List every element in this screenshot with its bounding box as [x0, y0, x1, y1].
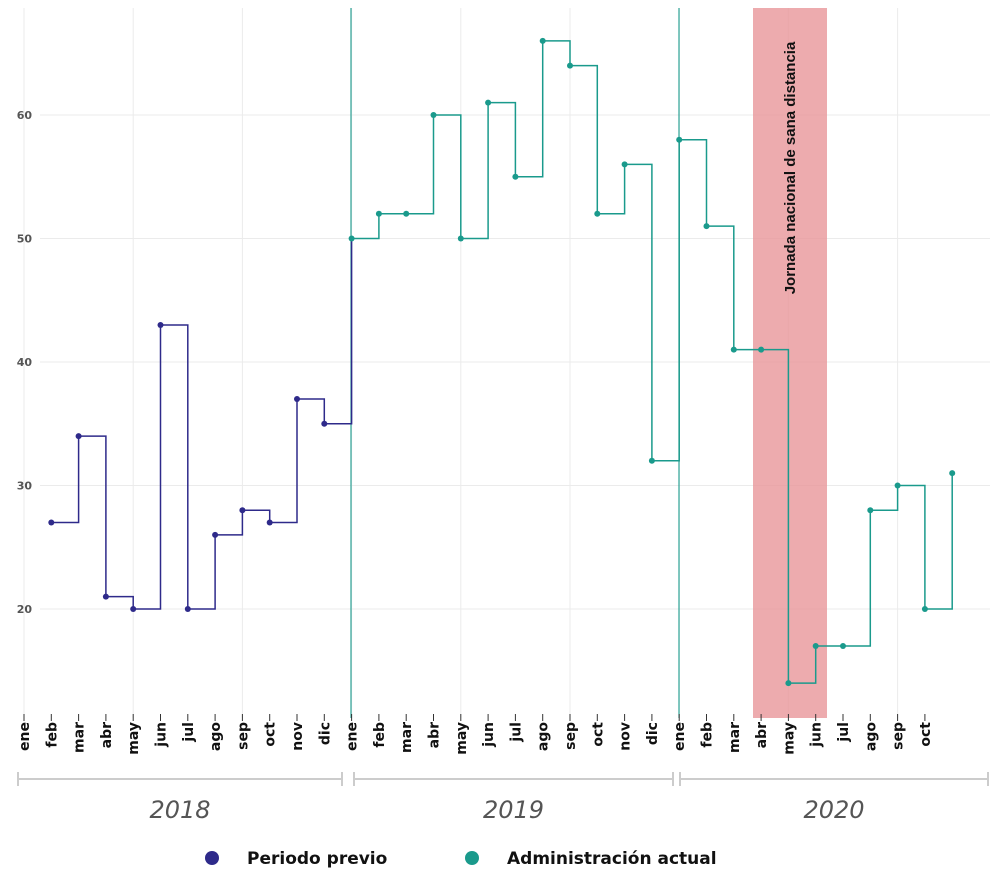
y-tick-label: 60: [17, 109, 33, 122]
data-point: [266, 519, 273, 526]
y-axis: 20 30 40 50 60: [17, 109, 33, 616]
data-point: [485, 99, 492, 106]
data-point: [758, 346, 765, 353]
x-tick-label: ago: [208, 722, 224, 751]
data-point: [294, 396, 300, 403]
series: [48, 37, 956, 687]
legend-label: Periodo previo: [247, 849, 387, 869]
data-point: [812, 643, 819, 650]
data-point: [594, 210, 601, 217]
x-tick-label: ene: [672, 722, 688, 751]
y-tick-label: 30: [17, 480, 33, 493]
x-tick-label: nov: [618, 722, 634, 751]
x-tick-label: ene: [17, 722, 33, 751]
year-label: 2020: [803, 796, 864, 824]
x-tick-label: mar: [399, 722, 415, 753]
data-point: [567, 62, 573, 69]
data-point: [321, 420, 328, 427]
x-tick-label: may: [126, 722, 142, 755]
year-label: 2019: [483, 796, 544, 824]
data-point: [130, 606, 137, 612]
x-tick-label: jun: [154, 722, 170, 748]
year-label: 2018: [149, 796, 210, 824]
legend-swatch: [205, 851, 219, 865]
data-point: [785, 680, 792, 687]
x-tick-label: ago: [536, 722, 552, 751]
y-tick-label: 20: [17, 603, 33, 616]
x-tick-label: oct: [918, 722, 934, 747]
x-tick-label: jul: [508, 722, 524, 743]
x-axis: ene feb mar abr may jun jul ago sep oct nov dic ene f…: [17, 714, 934, 755]
data-point: [157, 321, 164, 328]
data-point: [239, 507, 246, 514]
x-tick-label: feb: [44, 722, 60, 748]
x-tick-label: dic: [645, 722, 661, 745]
x-tick-label: jun: [809, 722, 825, 748]
x-tick-label: oct: [590, 722, 606, 747]
x-tick-label: dic: [317, 722, 333, 745]
data-point: [648, 457, 655, 464]
x-tick-label: jul: [836, 722, 852, 743]
year-brackets: 2018 2019 2020: [17, 772, 989, 824]
x-tick-label: sep: [235, 722, 251, 750]
legend: Periodo previo Administración actual: [205, 849, 717, 869]
y-tick-label: 50: [17, 233, 33, 246]
x-tick-label: ago: [863, 722, 879, 751]
shaded-band-label: Jornada nacional de sana distancia: [782, 41, 799, 294]
series-line: [51, 238, 353, 610]
data-point: [348, 235, 355, 242]
data-point: [75, 433, 82, 440]
data-point: [703, 223, 710, 230]
data-point: [375, 210, 382, 217]
data-point: [676, 136, 683, 143]
x-tick-label: nov: [290, 722, 306, 751]
x-tick-label: may: [781, 722, 797, 755]
data-point: [457, 235, 464, 242]
data-point: [512, 173, 519, 180]
x-tick-label: jul: [181, 722, 197, 743]
x-tick-label: ene: [345, 722, 361, 751]
x-tick-label: jun: [481, 722, 497, 748]
data-point: [867, 507, 874, 514]
x-tick-label: mar: [72, 722, 88, 753]
data-point: [48, 519, 55, 526]
legend-label: Administración actual: [507, 849, 717, 869]
data-point: [212, 531, 219, 538]
data-point: [894, 482, 901, 489]
data-point: [403, 210, 410, 217]
x-tick-label: abr: [99, 722, 115, 748]
x-tick-label: may: [454, 722, 470, 755]
legend-swatch: [465, 851, 479, 865]
x-tick-label: abr: [754, 722, 770, 748]
series-line: [351, 40, 953, 684]
x-tick-label: oct: [263, 722, 279, 747]
x-tick-label: sep: [891, 722, 907, 750]
grid: [23, 8, 990, 718]
x-tick-label: sep: [563, 722, 579, 750]
y-tick-label: 40: [17, 356, 33, 369]
data-point: [621, 161, 628, 168]
data-point: [949, 470, 956, 477]
x-tick-label: feb: [700, 722, 716, 748]
data-point: [430, 112, 437, 118]
shaded-period: Jornada nacional de sana distancia: [753, 8, 827, 718]
data-point: [184, 606, 191, 612]
shaded-band: [753, 8, 827, 718]
data-point: [921, 606, 928, 612]
data-point: [102, 593, 109, 600]
x-tick-label: abr: [427, 722, 443, 748]
data-point: [840, 643, 846, 650]
x-tick-label: feb: [372, 722, 388, 748]
data-point: [730, 346, 737, 353]
data-point: [539, 37, 546, 44]
x-tick-label: mar: [727, 722, 743, 753]
